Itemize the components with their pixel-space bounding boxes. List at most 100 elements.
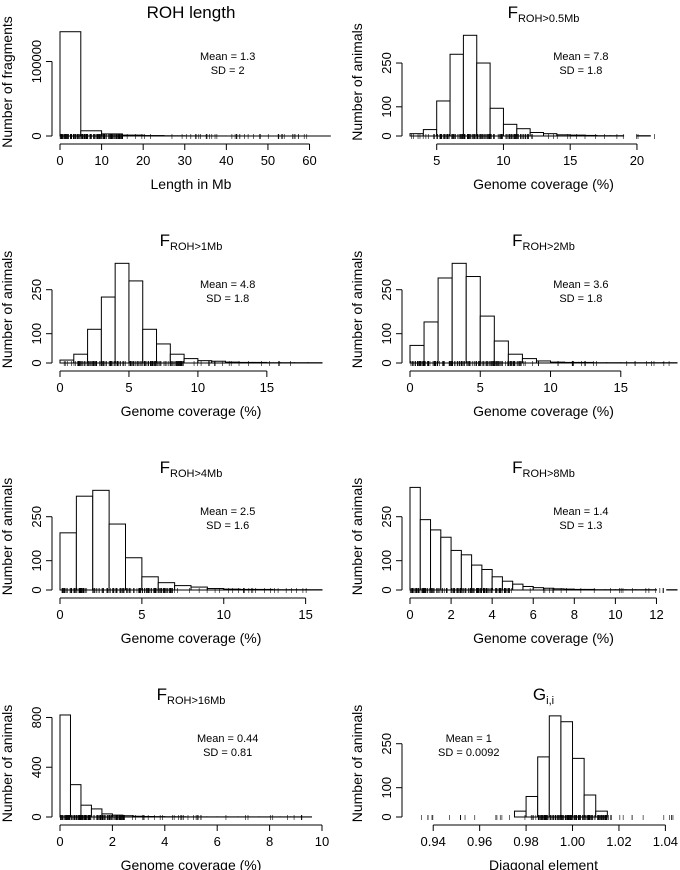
histogram-bar bbox=[59, 714, 71, 818]
histogram-bar bbox=[59, 532, 77, 591]
histogram-bar bbox=[522, 585, 534, 591]
histogram-bar bbox=[481, 568, 493, 591]
histogram-bar bbox=[521, 358, 537, 364]
histogram-bar bbox=[423, 321, 439, 364]
histogram-bar bbox=[206, 588, 225, 591]
y-axis-label: Number of animals bbox=[349, 705, 365, 823]
histogram-bar bbox=[223, 588, 241, 591]
histogram-bar bbox=[525, 795, 539, 818]
histogram-bar bbox=[252, 361, 268, 364]
x-axis-label: Genome coverage (%) bbox=[121, 630, 262, 646]
histogram-bar bbox=[437, 277, 453, 364]
x-tick-label: 15 bbox=[614, 380, 628, 395]
histogram-bar bbox=[532, 587, 545, 591]
histogram-bar bbox=[513, 810, 527, 818]
x-tick-label: 15 bbox=[260, 380, 274, 395]
histogram-bar bbox=[92, 489, 110, 591]
y-axis-label: Number of animals bbox=[0, 705, 15, 823]
x-tick-label: 10 bbox=[608, 607, 622, 622]
panel-title: FROH>8Mb bbox=[512, 458, 575, 480]
x-tick-label: 8 bbox=[266, 834, 273, 849]
histogram-bar bbox=[132, 815, 145, 818]
x-tick-label: 8 bbox=[571, 607, 578, 622]
panel-title-main: F bbox=[512, 458, 522, 477]
rug-marks bbox=[410, 361, 670, 366]
histogram-bar bbox=[583, 794, 597, 818]
histogram-bar bbox=[553, 588, 565, 591]
x-tick-label: 4 bbox=[489, 607, 496, 622]
y-tick-label: 400 bbox=[29, 756, 44, 778]
x-tick-label: 2 bbox=[447, 607, 454, 622]
histogram-bar bbox=[59, 359, 75, 364]
panel-title-subscript: ROH>16Mb bbox=[167, 695, 225, 707]
x-tick-label: 20 bbox=[630, 153, 644, 168]
histogram-bar bbox=[476, 62, 491, 137]
x-tick-label: 1.04 bbox=[653, 834, 678, 849]
histogram-bar bbox=[75, 495, 94, 591]
panel-title: FROH>4Mb bbox=[160, 458, 223, 480]
histogram-panel: 5 10 15 20 0 100 250 Number of animals Genome co… bbox=[349, 3, 655, 192]
rug-marks bbox=[409, 588, 664, 593]
histogram-panel: 0 10 20 30 40 50 60 0 100000 Number of fragments L… bbox=[0, 3, 331, 192]
y-tick-label: 100 bbox=[29, 323, 44, 345]
y-axis-label: Number of animals bbox=[0, 251, 15, 369]
histogram-bar bbox=[479, 315, 495, 364]
panel-title: FROH>1Mb bbox=[160, 231, 223, 253]
panel-title-main: ROH length bbox=[147, 3, 236, 22]
panel-title: Gi,i bbox=[533, 685, 554, 707]
y-tick-label: 250 bbox=[379, 52, 394, 74]
mean-label: Mean = 4.8 bbox=[200, 279, 255, 291]
rug-marks bbox=[421, 815, 674, 820]
x-tick-label: 0.96 bbox=[467, 834, 492, 849]
x-tick-label: 0 bbox=[56, 607, 63, 622]
x-tick-label: 50 bbox=[261, 153, 275, 168]
panel-title: FROH>16Mb bbox=[157, 685, 226, 707]
y-axis-label: Number of fragments bbox=[0, 16, 15, 148]
y-axis-label: Number of animals bbox=[349, 478, 365, 596]
panel-title-subscript: ROH>2Mb bbox=[523, 241, 575, 253]
histogram-bar bbox=[493, 340, 509, 364]
histogram-bar bbox=[462, 34, 478, 137]
mean-label: Mean = 1.4 bbox=[553, 506, 608, 518]
histogram-panel: 0.94 0.96 0.98 1.00 1.02 1.04 0 100 250 Number of… bbox=[349, 685, 678, 870]
mean-label: Mean = 1.3 bbox=[200, 51, 255, 63]
y-tick-label: 250 bbox=[29, 506, 44, 528]
histogram-bar bbox=[59, 31, 82, 137]
histogram-bar bbox=[69, 784, 82, 818]
histogram-bar bbox=[564, 361, 580, 364]
y-tick-label: 250 bbox=[379, 279, 394, 301]
panel-title-main: F bbox=[160, 458, 170, 477]
histogram-bar bbox=[543, 133, 558, 137]
x-tick-label: 5 bbox=[477, 380, 484, 395]
y-axis-label: Number of animals bbox=[0, 478, 15, 596]
panel-title-main: F bbox=[157, 685, 167, 704]
histogram-bar bbox=[183, 358, 199, 364]
histogram-bar bbox=[556, 134, 571, 137]
histogram-bar bbox=[550, 361, 566, 364]
x-tick-label: 0 bbox=[406, 380, 413, 395]
y-axis-label: Number of animals bbox=[349, 23, 365, 141]
rug-marks bbox=[59, 134, 308, 139]
histogram-bar bbox=[489, 107, 504, 137]
x-tick-label: 5 bbox=[433, 153, 440, 168]
panel-title: ROH length bbox=[147, 3, 236, 22]
y-tick-label: 100 bbox=[379, 323, 394, 345]
histogram-bar bbox=[449, 53, 464, 137]
x-tick-label: 15 bbox=[563, 153, 577, 168]
x-tick-label: 15 bbox=[298, 607, 312, 622]
x-tick-label: 0 bbox=[406, 607, 413, 622]
y-tick-label: 250 bbox=[379, 506, 394, 528]
x-tick-label: 0.98 bbox=[513, 834, 538, 849]
x-axis-label: Genome coverage (%) bbox=[121, 857, 262, 870]
x-tick-label: 6 bbox=[214, 834, 221, 849]
histogram-bar bbox=[239, 588, 257, 591]
histogram-bar bbox=[409, 486, 421, 591]
histogram-bar bbox=[409, 344, 425, 364]
x-tick-label: 0 bbox=[56, 153, 63, 168]
panel-title-subscript: ROH>4Mb bbox=[170, 468, 222, 480]
x-tick-label: 4 bbox=[161, 834, 168, 849]
histogram-bar bbox=[440, 536, 452, 591]
mean-label: Mean = 0.44 bbox=[197, 733, 258, 745]
y-tick-label: 100000 bbox=[29, 40, 44, 83]
histogram-bar bbox=[584, 588, 596, 591]
